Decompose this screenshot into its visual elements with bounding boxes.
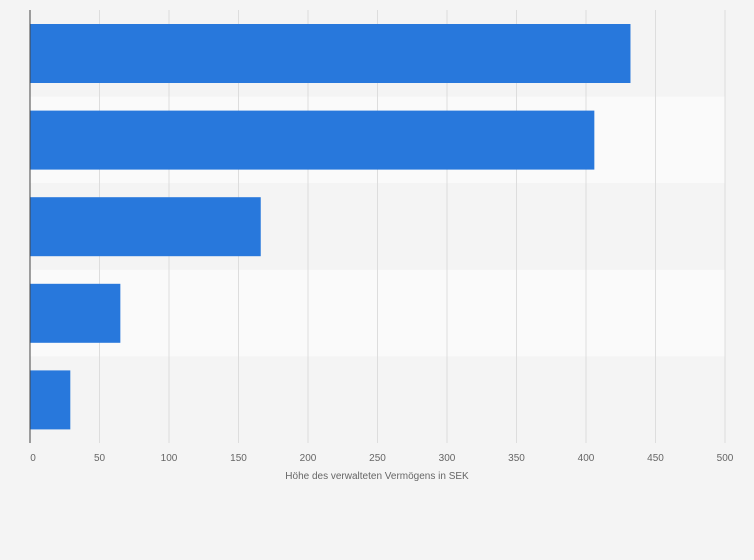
x-tick-label: 450 bbox=[647, 453, 664, 464]
bar[interactable] bbox=[30, 24, 631, 83]
x-tick-label: 50 bbox=[94, 453, 106, 464]
bar[interactable] bbox=[30, 110, 595, 170]
x-tick-label: 350 bbox=[508, 453, 525, 464]
x-tick-label: 200 bbox=[300, 453, 317, 464]
x-tick-labels: 0 50 100 150 200 250 300 350 400 450 500 bbox=[30, 453, 734, 464]
x-tick-label: 100 bbox=[161, 453, 178, 464]
bar[interactable] bbox=[30, 370, 71, 430]
x-tick-label: 0 bbox=[30, 453, 36, 464]
bars bbox=[30, 24, 631, 430]
x-tick-label: 150 bbox=[230, 453, 247, 464]
x-tick-label: 500 bbox=[717, 453, 734, 464]
x-tick-label: 400 bbox=[578, 453, 595, 464]
bar[interactable] bbox=[30, 197, 261, 257]
x-tick-label: 300 bbox=[439, 453, 456, 464]
x-axis-label: Höhe des verwalteten Vermögens in SEK bbox=[285, 471, 469, 482]
bar[interactable] bbox=[30, 283, 121, 343]
x-tick-label: 250 bbox=[369, 453, 386, 464]
